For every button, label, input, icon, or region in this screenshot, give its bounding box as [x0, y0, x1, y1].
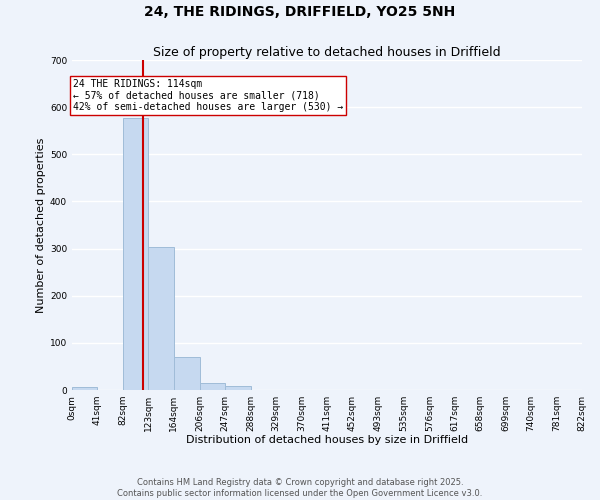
Y-axis label: Number of detached properties: Number of detached properties	[36, 138, 46, 312]
Text: 24, THE RIDINGS, DRIFFIELD, YO25 5NH: 24, THE RIDINGS, DRIFFIELD, YO25 5NH	[145, 5, 455, 19]
Bar	[174, 358, 200, 390]
Bar	[148, 247, 174, 390]
Bar	[225, 386, 251, 390]
Bar	[123, 118, 148, 390]
Bar	[72, 386, 97, 390]
Text: Contains HM Land Registry data © Crown copyright and database right 2025.
Contai: Contains HM Land Registry data © Crown c…	[118, 478, 482, 498]
Text: 24 THE RIDINGS: 114sqm
← 57% of detached houses are smaller (718)
42% of semi-de: 24 THE RIDINGS: 114sqm ← 57% of detached…	[73, 79, 343, 112]
Title: Size of property relative to detached houses in Driffield: Size of property relative to detached ho…	[153, 46, 501, 59]
Bar	[200, 384, 225, 390]
X-axis label: Distribution of detached houses by size in Driffield: Distribution of detached houses by size …	[186, 436, 468, 446]
